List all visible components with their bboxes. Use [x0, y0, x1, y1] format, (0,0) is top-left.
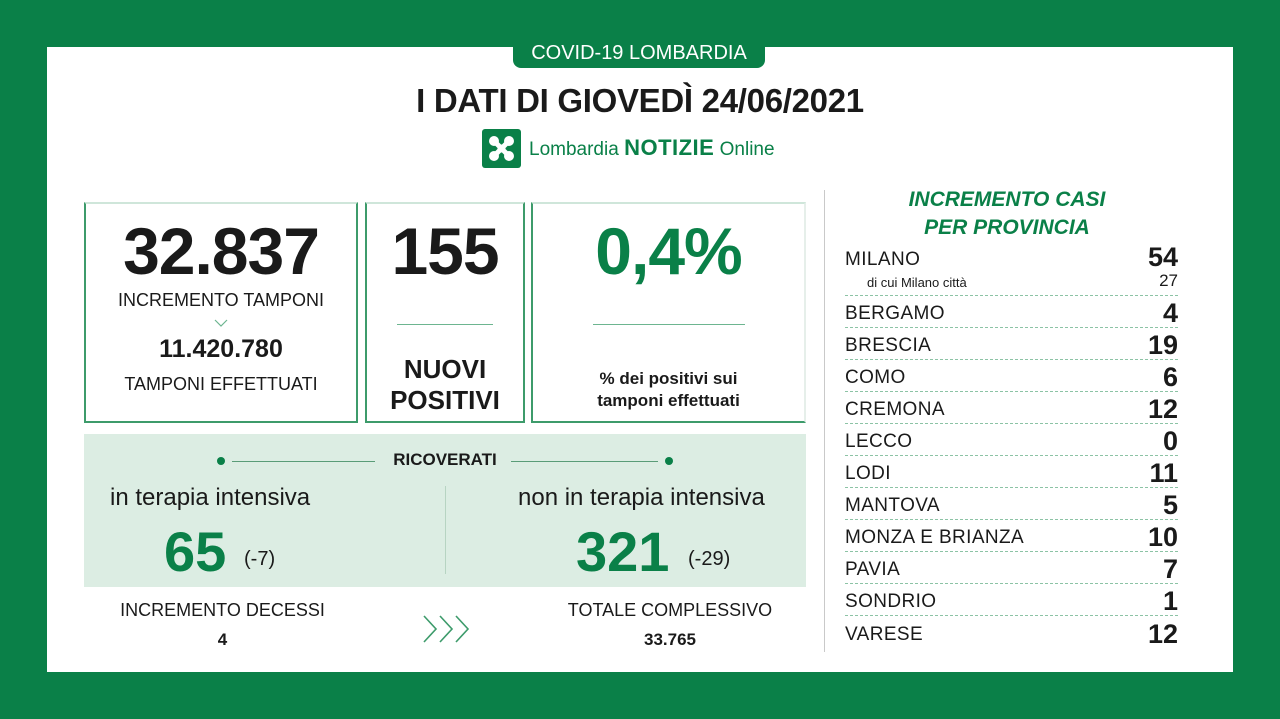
- page-title: I DATI DI GIOVEDÌ 24/06/2021: [416, 82, 864, 119]
- brand-name: Lombardia NOTIZIE Online: [529, 135, 775, 160]
- divider: [445, 486, 446, 574]
- decessi-label: INCREMENTO DECESSI: [120, 600, 325, 620]
- percentuale-label-2: tamponi effettuati: [597, 391, 740, 410]
- list-item: BRESCIA 19: [845, 330, 1178, 360]
- nuovi-positivi-card: 155 NUOVI POSITIVI: [365, 202, 525, 423]
- decessi-value: 4: [217, 630, 228, 649]
- province-list: MILANO 54 di cui Milano città 27 BERGAMO…: [845, 244, 1178, 648]
- list-item: LECCO 0: [845, 426, 1178, 456]
- list-item: SONDRIO 1: [845, 586, 1178, 616]
- totale-value: 33.765: [644, 630, 696, 649]
- lombardia-rose-icon: [482, 128, 521, 168]
- divider: [824, 190, 825, 652]
- list-item: VARESE 12: [845, 619, 1178, 649]
- divider: [232, 461, 375, 462]
- list-item-milano: MILANO 54 di cui Milano città 27: [845, 244, 1178, 296]
- nuovi-label-1: NUOVI: [403, 354, 487, 384]
- nuovi-label-2: POSITIVI: [390, 385, 500, 415]
- percentuale-label-1: % dei positivi sui: [599, 369, 738, 388]
- tamponi-increment-label: INCREMENTO TAMPONI: [117, 290, 324, 310]
- chevron-down-icon: [214, 315, 228, 329]
- percentuale-value: 0,4%: [595, 214, 742, 288]
- nuovi-positivi-value: 155: [391, 214, 499, 288]
- percentuale-card: 0,4% % dei positivi sui tamponi effettua…: [531, 202, 806, 423]
- non-intensiva-delta: (-29): [688, 548, 731, 570]
- region-tag: COVID-19 LOMBARDIA: [513, 40, 765, 68]
- list-item: PAVIA 7: [845, 554, 1178, 584]
- non-intensiva-value: 321: [576, 520, 670, 583]
- divider: [397, 324, 493, 325]
- list-item: MANTOVA 5: [845, 490, 1178, 520]
- ricoverati-title: RICOVERATI: [393, 450, 497, 469]
- ricoverati-panel: RICOVERATI in terapia intensiva 65 (-7) …: [84, 434, 806, 587]
- divider: [592, 324, 745, 325]
- tamponi-card: 32.837 INCREMENTO TAMPONI 11.420.780 TAM…: [84, 202, 358, 423]
- province-title: INCREMENTO CASI PER PROVINCIA: [908, 188, 1106, 239]
- tamponi-increment: 32.837: [123, 214, 320, 288]
- brand-logo: Lombardia NOTIZIE Online: [482, 128, 775, 168]
- list-item: BERGAMO 4: [845, 298, 1178, 328]
- dot-icon: [665, 457, 673, 465]
- triple-chevron-icon: [420, 612, 476, 651]
- tamponi-total-label: TAMPONI EFFETTUATI: [124, 374, 318, 394]
- tamponi-total: 11.420.780: [159, 335, 283, 363]
- list-item: MONZA E BRIANZA 10: [845, 522, 1178, 552]
- intensiva-delta: (-7): [244, 548, 276, 570]
- intensiva-label: in terapia intensiva: [110, 484, 311, 511]
- non-intensiva-label: non in terapia intensiva: [518, 484, 765, 511]
- list-item: CREMONA 12: [845, 394, 1178, 424]
- divider: [511, 461, 658, 462]
- totale-label: TOTALE COMPLESSIVO: [567, 600, 773, 620]
- intensiva-value: 65: [164, 520, 227, 583]
- list-item: COMO 6: [845, 362, 1178, 392]
- list-item: LODI 11: [845, 458, 1178, 488]
- dot-icon: [217, 457, 225, 465]
